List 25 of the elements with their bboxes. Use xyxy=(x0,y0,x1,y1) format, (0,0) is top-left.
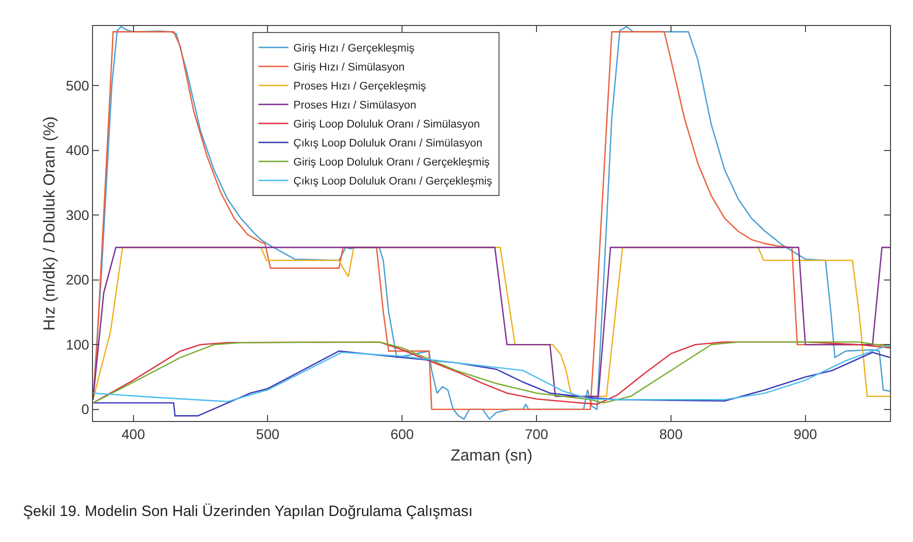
legend-label: Çıkış Loop Doluluk Oranı / Gerçekleşmiş xyxy=(293,176,493,188)
x-axis-title: Zaman (sn) xyxy=(450,448,532,464)
x-tick-label: 800 xyxy=(659,426,683,442)
text: Şekil 19. Modelin Son Hali Üzerinden Yapılan Doğrulama Çalışması xyxy=(23,503,473,520)
y-tick-label: 300 xyxy=(66,206,90,223)
legend-label: Giriş Loop Doluluk Oranı / Gerçekleşmiş xyxy=(293,156,490,169)
x-tick-label: 400 xyxy=(122,426,146,442)
line-series xyxy=(93,350,890,416)
y-tick-label: 200 xyxy=(66,272,90,288)
legend-label: Çıkış Loop Doluluk Oranı / Simülasyon xyxy=(293,138,482,150)
legend-label: Proses Hızı / Simülasyon xyxy=(293,100,416,112)
legend-label: Giriş Hızı / Simülasyon xyxy=(293,62,405,74)
legend-label: Giriş Hızı / Gerçekleşmiş xyxy=(293,42,415,55)
y-tick-label: 400 xyxy=(66,142,90,158)
x-tick-label: 600 xyxy=(390,426,414,442)
x-tick-label: 500 xyxy=(256,426,280,442)
legend-label: Proses Hızı / Gerçekleşmiş xyxy=(293,80,427,93)
line-series xyxy=(93,246,890,400)
x-tick-label: 700 xyxy=(524,426,548,442)
y-tick-label: 0 xyxy=(81,401,90,418)
legend-label: Giriş Loop Doluluk Oranı / Simülasyon xyxy=(293,118,480,131)
y-tick-label: 100 xyxy=(66,336,90,352)
y-axis-title: Hız (m/dk) / Doluluk Oranı (%) xyxy=(42,116,59,331)
x-tick-label: 900 xyxy=(794,426,818,442)
y-tick-label: 500 xyxy=(66,77,90,94)
